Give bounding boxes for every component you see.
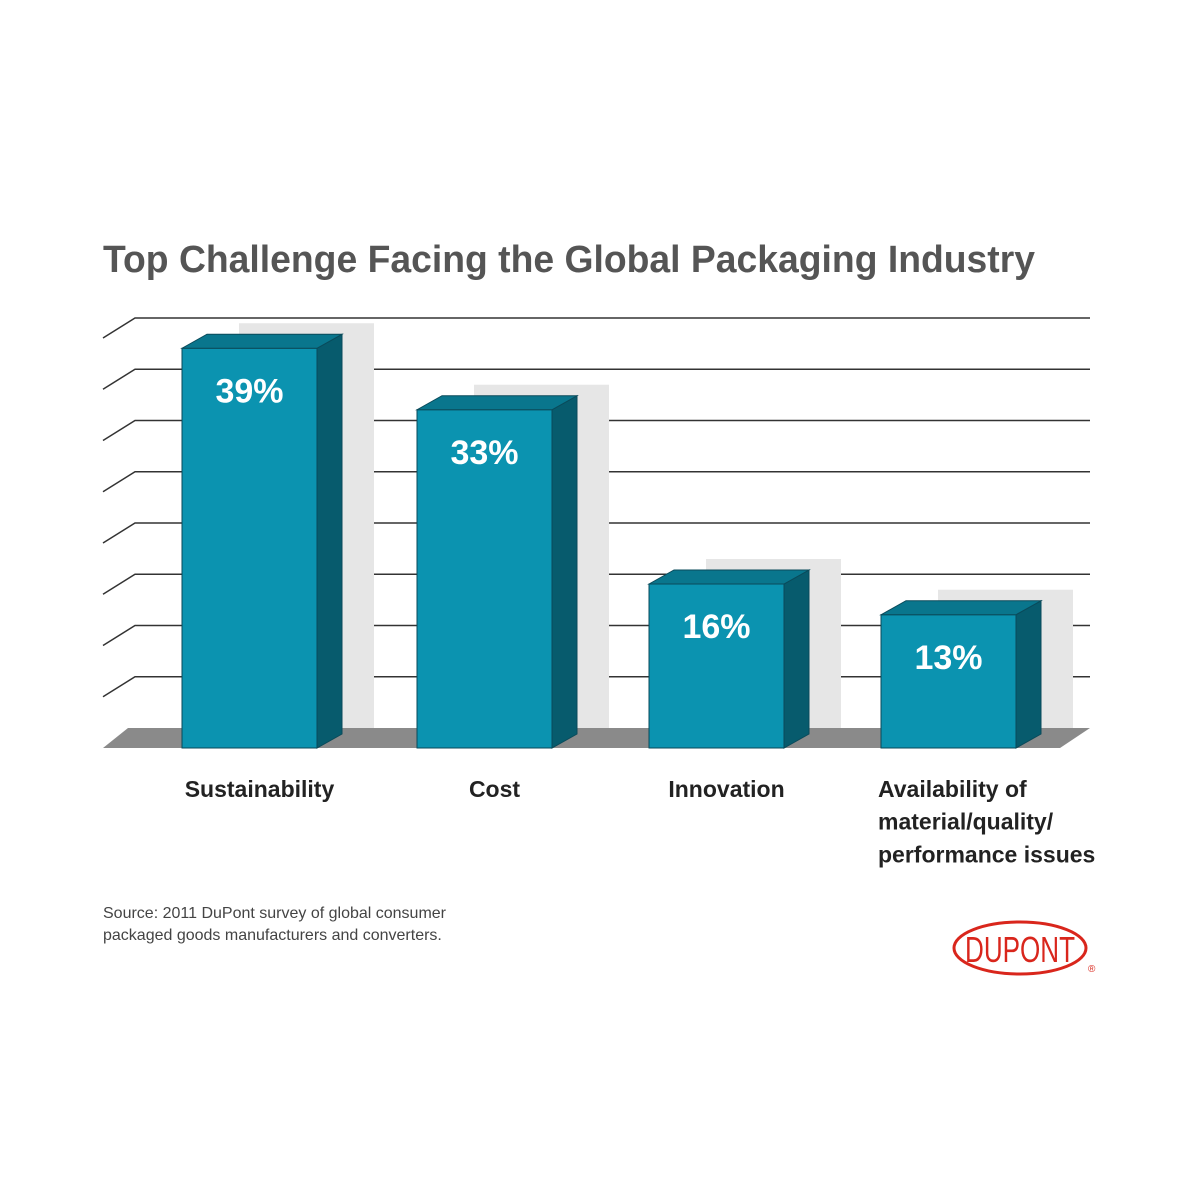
grid-line — [102, 471, 1090, 493]
bar-side — [316, 333, 343, 749]
bar — [181, 347, 318, 749]
x-tick-label: Cost — [469, 776, 520, 802]
bar — [648, 583, 785, 749]
grid-line — [102, 317, 1090, 339]
logo-mark: ® — [1088, 964, 1096, 975]
value-label: 13% — [914, 639, 982, 677]
bar-top — [647, 569, 811, 585]
x-tick-label: Availability of material/quality/performa… — [878, 776, 1095, 867]
x-tick-label: Sustainability — [185, 776, 335, 802]
bar-side — [1015, 599, 1042, 749]
value-label: 39% — [215, 372, 283, 410]
bar-side — [783, 569, 810, 749]
logo: DUPONT — [965, 929, 1075, 970]
bar — [416, 409, 553, 749]
grid-line — [102, 522, 1090, 544]
value-label: 33% — [450, 434, 518, 472]
grid-line — [102, 419, 1090, 442]
bar — [880, 614, 1017, 749]
bar-top — [180, 333, 344, 349]
bar-side — [551, 394, 578, 749]
source-note: Source: 2011 DuPont survey of global con… — [103, 905, 447, 944]
plot: 39% Sustainability 33% Cost 16% Innovation 13%… — [102, 317, 1095, 867]
chart-title: Top Challenge Facing the Global Packagin… — [103, 239, 1035, 281]
logo-oval — [952, 920, 1088, 976]
bar-top — [879, 600, 1043, 616]
x-tick-label: Innovation — [668, 776, 784, 802]
grid-line — [102, 368, 1090, 390]
bar-top — [415, 395, 579, 411]
value-label: 16% — [682, 608, 750, 646]
floor — [103, 728, 1090, 748]
